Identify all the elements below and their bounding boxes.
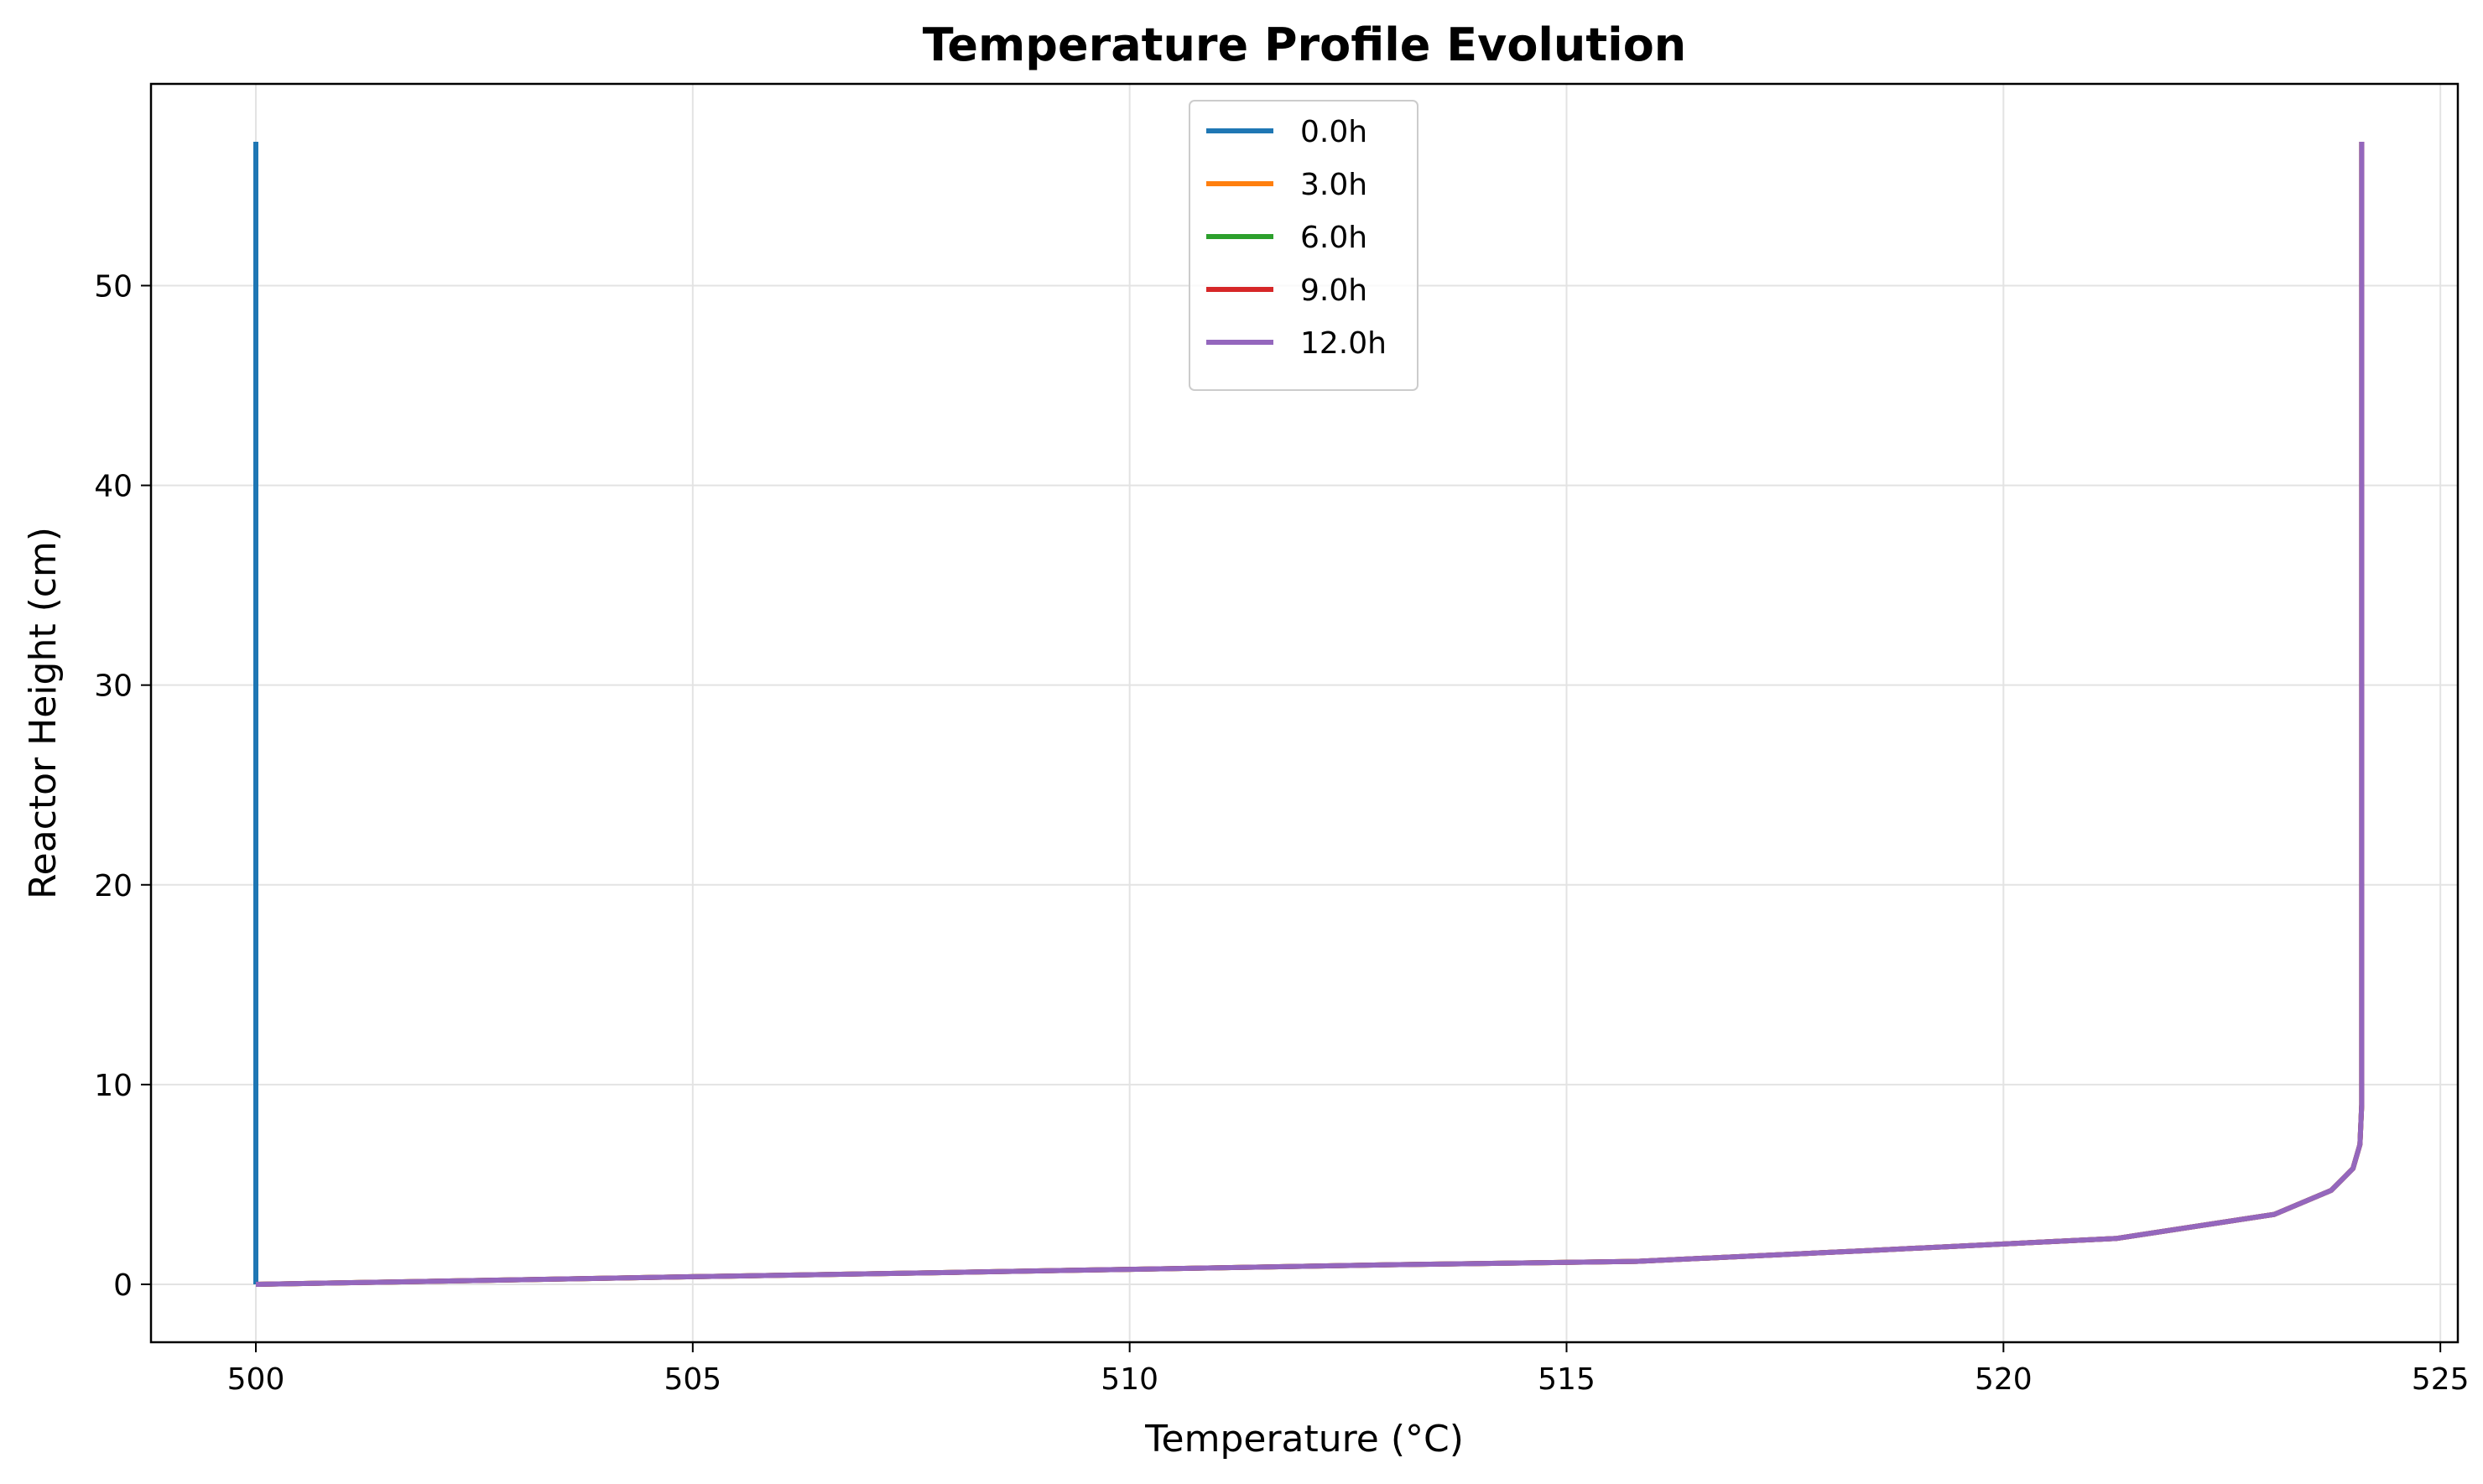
x-tick-label: 515 <box>1538 1362 1595 1397</box>
legend: 0.0h 3.0h 6.0h 9.0h 12.0h <box>1189 100 1418 391</box>
series-line-4 <box>255 142 2365 1287</box>
x-tick-label: 500 <box>227 1362 285 1397</box>
x-tick-label: 520 <box>1975 1362 2033 1397</box>
legend-label: 9.0h <box>1300 273 1367 308</box>
x-tick-label: 505 <box>664 1362 721 1397</box>
legend-label: 6.0h <box>1300 221 1367 255</box>
legend-label: 12.0h <box>1300 326 1387 361</box>
series-lines <box>253 142 2365 1287</box>
y-tick-label: 0 <box>113 1268 133 1303</box>
axis-ticks: 500 505 510 515 520 525 0 10 20 30 40 50 <box>94 269 2469 1397</box>
legend-label: 0.0h <box>1300 115 1367 149</box>
grid-lines <box>151 84 2458 1342</box>
x-tick-label: 510 <box>1101 1362 1158 1397</box>
y-tick-label: 50 <box>94 269 133 304</box>
legend-frame <box>1189 100 1418 391</box>
y-tick-label: 10 <box>94 1069 133 1103</box>
legend-label: 3.0h <box>1300 168 1367 202</box>
y-tick-label: 30 <box>94 669 133 704</box>
y-tick-label: 40 <box>94 470 133 504</box>
chart-title: Temperature Profile Evolution <box>923 18 1687 71</box>
y-axis-label: Reactor Height (cm) <box>22 527 65 899</box>
x-tick-label: 525 <box>2412 1362 2470 1397</box>
y-tick-label: 20 <box>94 869 133 903</box>
plot-frame <box>149 82 2460 1344</box>
x-axis-label: Temperature (°C) <box>1144 1418 1464 1461</box>
